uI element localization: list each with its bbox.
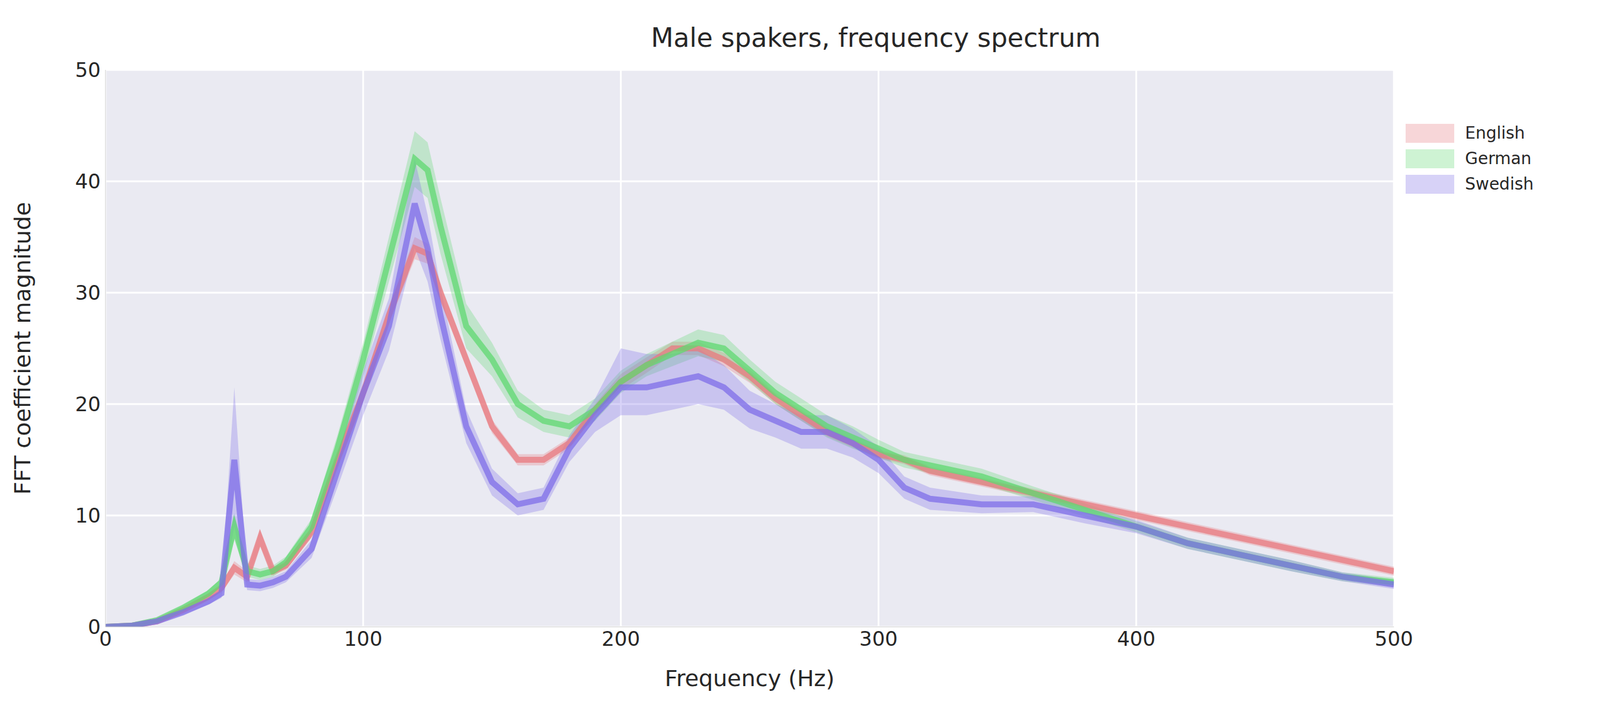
html-text:German: German [1465,148,1532,169]
svg-text:50: 50 [75,58,101,82]
html-text:Swedish: Swedish [1465,174,1534,194]
svg-text:300: 300 [859,626,898,651]
svg-text:400: 400 [1117,626,1156,651]
svg-text:0: 0 [87,615,101,639]
svg-text:FFT coefficient magnitude: FFT coefficient magnitude [9,202,36,495]
svg-text:200: 200 [601,626,640,651]
svg-text:40: 40 [75,169,101,194]
svg-text:30: 30 [75,280,101,305]
svg-text:10: 10 [75,503,101,528]
html-text:Male spakers, frequency spectr: Male spakers, frequency spectrum [651,22,1101,53]
svg-text:100: 100 [343,626,383,651]
svg-text:20: 20 [75,392,101,416]
html-text:English: English [1465,123,1525,143]
svg-text:0: 0 [98,626,112,651]
svg-text:Frequency (Hz): Frequency (Hz) [664,665,835,692]
svg-text:500: 500 [1374,626,1414,651]
